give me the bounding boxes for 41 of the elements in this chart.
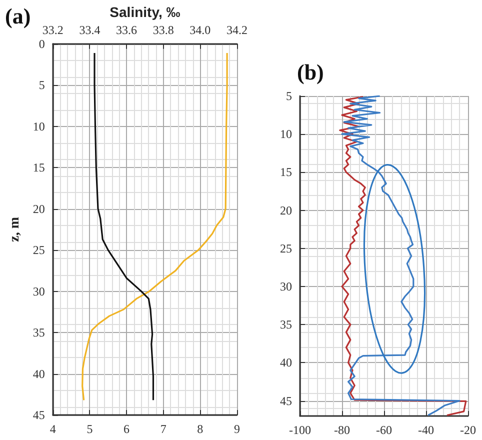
- x-tick-label: 4: [50, 422, 56, 436]
- y-tick-label: 45: [32, 408, 45, 422]
- y-tick-label: 30: [280, 279, 292, 294]
- y-tick-label: 20: [280, 203, 292, 218]
- y-axis-title: z, m: [8, 216, 22, 242]
- x2-tick-label: 34.2: [226, 22, 248, 37]
- y-tick-label: 15: [32, 160, 45, 175]
- x-tick-label: 5: [86, 422, 93, 436]
- x-tick-label: -20: [460, 423, 476, 437]
- y-tick-label: 35: [280, 318, 292, 332]
- chart-title: (b): [297, 60, 324, 84]
- x-tick-label: -60: [376, 423, 392, 437]
- x-tick-label: -40: [418, 423, 434, 437]
- x-tick-label: 7: [160, 422, 166, 436]
- x-tick-label: -100: [289, 423, 311, 437]
- y-tick-label: 25: [32, 243, 45, 258]
- chart-title: (a): [5, 4, 31, 28]
- x2-tick-label: 33.8: [152, 22, 174, 37]
- y-tick-label: 30: [32, 284, 45, 298]
- y-tick-label: 40: [280, 356, 292, 370]
- y-tick-label: 5: [38, 78, 45, 92]
- x2-tick-label: 34.0: [190, 22, 211, 37]
- y-tick-label: 10: [32, 119, 45, 134]
- y-tick-label: 5: [286, 89, 292, 103]
- y-tick-label: 40: [32, 366, 45, 381]
- y-tick-label: 15: [280, 165, 292, 180]
- y-tick-label: 10: [280, 127, 292, 142]
- y-tick-label: 20: [32, 202, 45, 216]
- y-tick-label: 0: [38, 36, 45, 51]
- x2-tick-label: 33.2: [42, 22, 64, 37]
- x-tick-label: -80: [334, 423, 350, 437]
- x2-tick-label: 33.6: [116, 22, 138, 37]
- x2-axis-title: Salinity, ‰: [110, 4, 180, 20]
- y-tick-label: 25: [280, 241, 292, 256]
- x-tick-label: 8: [197, 422, 204, 436]
- x2-tick-label: 33.4: [79, 22, 100, 37]
- line-series: [82, 52, 228, 401]
- y-tick-label: 35: [32, 326, 45, 340]
- x-tick-label: 6: [124, 422, 130, 436]
- x-tick-label: 9: [234, 422, 240, 436]
- y-tick-label: 45: [280, 394, 292, 408]
